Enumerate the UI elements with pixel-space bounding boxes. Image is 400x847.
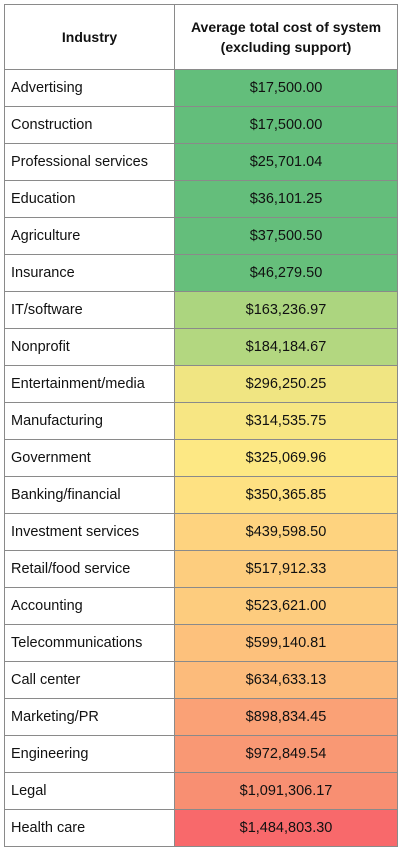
- cost-table-container: Industry Average total cost of system (e…: [4, 4, 398, 847]
- table-row: Health care $1,484,803.30: [4, 809, 398, 847]
- table-row: Government $325,069.96: [4, 439, 398, 477]
- industry-cell: Telecommunications: [4, 624, 175, 662]
- table-row: Accounting $523,621.00: [4, 587, 398, 625]
- cost-cell: $296,250.25: [174, 365, 398, 403]
- cost-cell: $314,535.75: [174, 402, 398, 440]
- table-row: Marketing/PR $898,834.45: [4, 698, 398, 736]
- table-row: Engineering $972,849.54: [4, 735, 398, 773]
- cost-cell: $17,500.00: [174, 106, 398, 144]
- industry-cell: Government: [4, 439, 175, 477]
- cost-cell: $25,701.04: [174, 143, 398, 181]
- industry-cell: Health care: [4, 809, 175, 847]
- industry-cell: Engineering: [4, 735, 175, 773]
- industry-cell: Retail/food service: [4, 550, 175, 588]
- industry-cell: Banking/financial: [4, 476, 175, 514]
- industry-cell: Professional services: [4, 143, 175, 181]
- industry-cell: Nonprofit: [4, 328, 175, 366]
- table-row: Legal $1,091,306.17: [4, 772, 398, 810]
- cost-cell: $163,236.97: [174, 291, 398, 329]
- table-row: Professional services $25,701.04: [4, 143, 398, 181]
- industry-cell: Manufacturing: [4, 402, 175, 440]
- table-row: Retail/food service $517,912.33: [4, 550, 398, 588]
- table-row: Agriculture $37,500.50: [4, 217, 398, 255]
- cost-cell: $17,500.00: [174, 69, 398, 107]
- table-row: Telecommunications $599,140.81: [4, 624, 398, 662]
- table-row: Construction $17,500.00: [4, 106, 398, 144]
- cost-cell: $46,279.50: [174, 254, 398, 292]
- table-row: IT/software $163,236.97: [4, 291, 398, 329]
- table-row: Call center $634,633.13: [4, 661, 398, 699]
- industry-cell: Insurance: [4, 254, 175, 292]
- industry-column-header: Industry: [4, 4, 175, 70]
- table-row: Insurance $46,279.50: [4, 254, 398, 292]
- industry-cell: Advertising: [4, 69, 175, 107]
- cost-cell: $37,500.50: [174, 217, 398, 255]
- cost-cell: $350,365.85: [174, 476, 398, 514]
- industry-cell: Marketing/PR: [4, 698, 175, 736]
- industry-cell: Agriculture: [4, 217, 175, 255]
- table-row: Entertainment/media $296,250.25: [4, 365, 398, 403]
- industry-cell: Accounting: [4, 587, 175, 625]
- cost-cell: $439,598.50: [174, 513, 398, 551]
- table-row: Education $36,101.25: [4, 180, 398, 218]
- industry-cell: Education: [4, 180, 175, 218]
- cost-table: Industry Average total cost of system (e…: [4, 4, 398, 847]
- table-row: Banking/financial $350,365.85: [4, 476, 398, 514]
- cost-cell: $1,484,803.30: [174, 809, 398, 847]
- industry-cell: Call center: [4, 661, 175, 699]
- cost-cell: $1,091,306.17: [174, 772, 398, 810]
- table-row: Nonprofit $184,184.67: [4, 328, 398, 366]
- cost-cell: $36,101.25: [174, 180, 398, 218]
- table-body: Advertising $17,500.00 Construction $17,500…: [4, 69, 398, 847]
- header-row: Industry Average total cost of system (e…: [4, 4, 398, 70]
- cost-cell: $523,621.00: [174, 587, 398, 625]
- cost-cell: $517,912.33: [174, 550, 398, 588]
- cost-cell: $325,069.96: [174, 439, 398, 477]
- cost-cell: $972,849.54: [174, 735, 398, 773]
- industry-cell: Entertainment/media: [4, 365, 175, 403]
- industry-cell: IT/software: [4, 291, 175, 329]
- industry-cell: Investment services: [4, 513, 175, 551]
- table-row: Manufacturing $314,535.75: [4, 402, 398, 440]
- table-row: Investment services $439,598.50: [4, 513, 398, 551]
- industry-cell: Construction: [4, 106, 175, 144]
- table-row: Advertising $17,500.00: [4, 69, 398, 107]
- cost-cell: $599,140.81: [174, 624, 398, 662]
- cost-column-header: Average total cost of system (excluding …: [174, 4, 398, 70]
- cost-cell: $184,184.67: [174, 328, 398, 366]
- cost-cell: $898,834.45: [174, 698, 398, 736]
- cost-cell: $634,633.13: [174, 661, 398, 699]
- industry-cell: Legal: [4, 772, 175, 810]
